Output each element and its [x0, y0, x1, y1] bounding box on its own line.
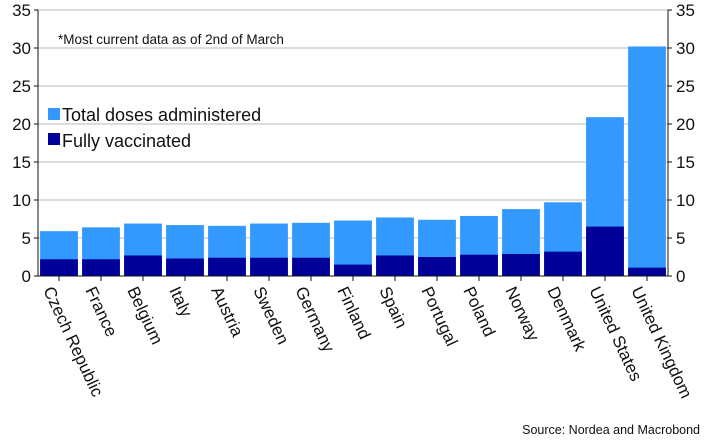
- legend-label-fully-vaccinated: Fully vaccinated: [62, 131, 191, 151]
- x-tick-label-france: France: [81, 284, 121, 340]
- bars: [40, 46, 666, 277]
- y-tick-label-right-15: 15: [676, 153, 695, 172]
- x-tick-label-sweden: Sweden: [249, 284, 292, 348]
- chart-note: *Most current data as of 2nd of March: [58, 32, 284, 47]
- axes: [34, 9, 672, 281]
- x-tick-label-germany: Germany: [291, 284, 338, 356]
- legend: Total doses administered Fully vaccinate…: [48, 105, 261, 151]
- gridlines: [38, 9, 668, 239]
- x-tick-label-poland: Poland: [459, 284, 499, 340]
- bar-fully-vaccinated-france: [82, 259, 120, 276]
- y-tick-label-left-0: 0: [22, 267, 31, 286]
- y-tick-label-right-30: 30: [676, 39, 695, 58]
- x-tick-label-denmark: Denmark: [543, 284, 590, 355]
- x-tick-label-norway: Norway: [501, 284, 543, 345]
- x-tick-label-portugal: Portugal: [417, 284, 461, 349]
- bar-fully-vaccinated-czech-republic: [40, 259, 78, 276]
- x-tick-label-belgium: Belgium: [123, 284, 166, 348]
- bar-fully-vaccinated-united-kingdom: [628, 267, 666, 276]
- y-tick-label-left-20: 20: [12, 115, 31, 134]
- bar-fully-vaccinated-belgium: [124, 255, 162, 276]
- bar-fully-vaccinated-finland: [334, 264, 372, 276]
- y-tick-label-right-25: 25: [676, 77, 695, 96]
- legend-swatch-fully-vaccinated: [48, 133, 60, 145]
- bar-fully-vaccinated-norway: [502, 253, 540, 276]
- y-tick-label-left-10: 10: [12, 191, 31, 210]
- x-tick-label-finland: Finland: [333, 284, 374, 343]
- y-tick-label-right-10: 10: [676, 191, 695, 210]
- source-note: Source: Nordea and Macrobond: [522, 423, 700, 437]
- bar-fully-vaccinated-portugal: [418, 257, 456, 276]
- y-tick-label-right-35: 35: [676, 1, 695, 20]
- x-tick-label-austria: Austria: [207, 284, 247, 340]
- x-tick-label-spain: Spain: [375, 284, 411, 331]
- bar-fully-vaccinated-austria: [208, 257, 246, 276]
- y-tick-label-right-5: 5: [676, 229, 685, 248]
- legend-swatch-total-doses: [48, 108, 60, 120]
- bar-fully-vaccinated-italy: [166, 258, 204, 276]
- legend-label-total-doses: Total doses administered: [62, 105, 261, 125]
- y-tick-label-right-0: 0: [676, 267, 685, 286]
- bar-fully-vaccinated-germany: [292, 257, 330, 276]
- bar-total-doses-united-kingdom: [628, 46, 666, 277]
- bar-fully-vaccinated-spain: [376, 255, 414, 276]
- y-tick-label-left-25: 25: [12, 77, 31, 96]
- bar-fully-vaccinated-poland: [460, 254, 498, 276]
- y-tick-label-left-5: 5: [22, 229, 31, 248]
- y-tick-label-left-35: 35: [12, 1, 31, 20]
- y-tick-label-left-15: 15: [12, 153, 31, 172]
- y-tick-label-right-20: 20: [676, 115, 695, 134]
- x-tick-label-united-kingdom: United Kingdom: [627, 284, 695, 402]
- bar-fully-vaccinated-sweden: [250, 257, 288, 276]
- x-tick-label-italy: Italy: [165, 284, 196, 321]
- bar-fully-vaccinated-denmark: [544, 251, 582, 276]
- bar-fully-vaccinated-united-states: [586, 226, 624, 276]
- y-tick-label-left-30: 30: [12, 39, 31, 58]
